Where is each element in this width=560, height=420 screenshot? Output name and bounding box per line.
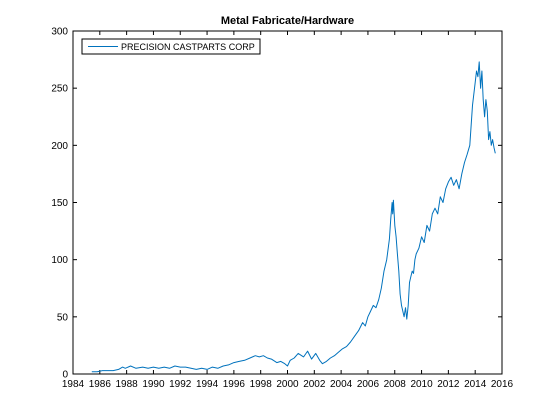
axes: 1984 1986 1988 1990 1992 1994 1996 1998 2000 2002… xyxy=(51,27,513,391)
x-tick-label: 1998 xyxy=(250,379,273,390)
y-tick-label: 100 xyxy=(51,255,68,266)
x-tick-label: 1986 xyxy=(89,379,112,390)
x-tick-label: 1988 xyxy=(116,379,139,390)
plot-frame xyxy=(72,30,503,375)
y-tick-label: 50 xyxy=(57,312,69,323)
x-tick-label: 2000 xyxy=(276,379,299,390)
legend: PRECISION CASTPARTS CORP xyxy=(81,38,261,55)
x-tick-label: 2014 xyxy=(464,379,487,390)
x-tick-label: 1994 xyxy=(196,379,219,390)
y-tick-label: 250 xyxy=(51,84,68,95)
x-tick-label: 2016 xyxy=(491,379,514,390)
x-tick-label: 2004 xyxy=(330,379,353,390)
legend-label: PRECISION CASTPARTS CORP xyxy=(121,42,255,52)
y-tick-label: 150 xyxy=(51,198,68,209)
x-tick-label: 2010 xyxy=(410,379,433,390)
series-group xyxy=(91,61,496,373)
y-tick-label: 0 xyxy=(62,370,68,381)
x-tick-label: 2006 xyxy=(357,379,380,390)
x-tick-label: 1996 xyxy=(223,379,246,390)
x-tick-label: 1984 xyxy=(62,379,85,390)
x-tick-label: 1992 xyxy=(169,379,192,390)
x-tick-label: 2002 xyxy=(303,379,326,390)
legend-box xyxy=(81,38,261,55)
y-tick-label: 200 xyxy=(51,141,68,152)
x-tick-label: 2012 xyxy=(437,379,460,390)
y-tick-label: 300 xyxy=(51,27,68,38)
x-tick-label: 1990 xyxy=(142,379,165,390)
chart-title: Metal Fabricate/Hardware xyxy=(221,15,354,27)
x-tick-label: 2008 xyxy=(384,379,407,390)
series-line xyxy=(91,61,496,373)
